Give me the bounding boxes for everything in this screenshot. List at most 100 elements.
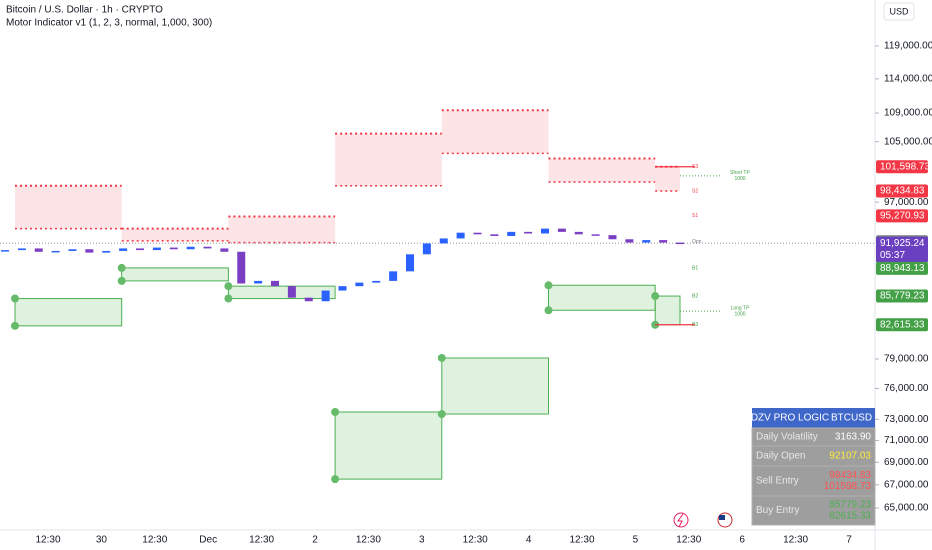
- candle: [372, 280, 381, 283]
- y-tick-label: 73,000.00: [884, 414, 929, 425]
- lightning-glyph: [677, 513, 684, 528]
- y-tick-label: 79,000.00: [884, 354, 929, 365]
- table-value: 82615.33: [829, 511, 871, 522]
- buy-level-dot: [11, 294, 19, 303]
- sell-zone: [548, 158, 656, 182]
- level-tag: S3: [692, 164, 698, 170]
- level-tag: B3: [692, 322, 698, 328]
- candle: [169, 247, 178, 250]
- x-tick-label: 3: [419, 535, 425, 546]
- candle: [203, 246, 212, 249]
- table-value: 3163.90: [835, 432, 872, 443]
- candle: [389, 271, 398, 281]
- price-label-bg: [876, 318, 928, 332]
- sell-zone: [335, 133, 442, 186]
- x-tick-label: 12:30: [356, 535, 381, 546]
- candle: [287, 286, 296, 298]
- price-label-bg: [876, 289, 928, 303]
- x-tick-label: 2: [312, 535, 318, 546]
- table-value: 85779.23: [829, 500, 871, 511]
- level-tag: B1: [692, 266, 698, 272]
- candle: [490, 234, 499, 236]
- y-tick-label: 119,000.00: [884, 41, 932, 52]
- currency-button[interactable]: [883, 2, 915, 21]
- candle: [152, 247, 161, 251]
- candle: [406, 254, 414, 272]
- price-label-bg: [876, 160, 928, 174]
- table-header: DZV PRO LOGIC: [751, 413, 829, 424]
- y-tick-label: 97,000.00: [884, 197, 929, 208]
- x-tick-label: 12:30: [463, 535, 488, 546]
- y-tick-label: 67,000.00: [884, 479, 929, 490]
- table-row-label: Buy Entry: [756, 505, 799, 516]
- chart-title: Bitcoin / U.S. Dollar · 1h · CRYPTO: [6, 5, 163, 16]
- buy-level-dot: [544, 306, 553, 315]
- buy-zone: [441, 357, 549, 415]
- buy-level-dot: [331, 475, 340, 484]
- y-tick-label: 76,000.00: [884, 383, 929, 394]
- price-label: 85,779.23: [880, 291, 925, 302]
- table-value: 101598.73: [824, 481, 872, 492]
- sell-zone: [441, 110, 549, 154]
- price-label: 101,598.73: [880, 161, 930, 172]
- table-row-bg: [751, 495, 876, 526]
- x-tick-label: 12:30: [35, 535, 60, 546]
- candle: [574, 231, 583, 235]
- table-row-label: Sell Entry: [756, 476, 799, 487]
- buy-level-dot: [224, 294, 233, 303]
- candle: [254, 280, 263, 284]
- candle: [51, 250, 60, 253]
- x-tick-label: 30: [96, 535, 108, 546]
- price-label: 82,615.33: [880, 319, 925, 330]
- sell-zone: [121, 228, 229, 241]
- buy-zone: [654, 295, 681, 326]
- y-tick-label: 69,000.00: [884, 457, 929, 468]
- tp-note: 1000: [734, 176, 745, 182]
- x-tick-label: 5: [633, 535, 639, 546]
- indicator-label: Motor Indicator v1 (1, 2, 3, normal, 1,0…: [6, 18, 212, 29]
- currency-label[interactable]: USD: [889, 6, 909, 16]
- buy-level-dot: [437, 353, 446, 362]
- candle: [642, 240, 651, 243]
- sell-zone: [15, 185, 122, 229]
- table-header: BTCUSD: [831, 413, 872, 424]
- x-tick-label: Dec: [199, 535, 217, 546]
- level-tag: B2: [692, 293, 698, 299]
- candle: [304, 297, 313, 302]
- plot-area: 119,000.00 114,000.00 109,000.00 105,000.00…: [0, 41, 932, 546]
- y-tick-label: 65,000.00: [884, 503, 929, 514]
- candle: [473, 232, 482, 235]
- level-tag: S1: [692, 213, 698, 219]
- table-row-label: Daily Volatility: [756, 432, 818, 443]
- candle: [68, 249, 77, 251]
- buy-zone: [121, 267, 229, 282]
- lightning-icon[interactable]: [673, 512, 689, 528]
- buy-level-dot: [331, 407, 340, 416]
- level-tag: Opn: [692, 239, 702, 245]
- buy-level-dot: [117, 263, 126, 272]
- price-label-bg: [876, 184, 928, 198]
- level-tag: S2: [692, 188, 698, 194]
- candle: [85, 249, 94, 253]
- price-label-bg: [876, 261, 928, 275]
- candle: [422, 243, 431, 255]
- candle: [119, 248, 128, 251]
- y-tick-label: 105,000.00: [884, 136, 932, 147]
- candle: [659, 240, 668, 243]
- x-tick-label: 12:30: [783, 535, 808, 546]
- table-header-bg: [752, 408, 875, 428]
- candle: [355, 282, 364, 287]
- buy-level-dot: [437, 410, 446, 419]
- flag-canton: [719, 515, 725, 520]
- price-label: 91,925.24: [880, 238, 925, 249]
- buy-level-dot: [117, 276, 126, 285]
- y-tick-label: 109,000.00: [884, 108, 932, 119]
- buy-zone: [548, 284, 656, 311]
- buy-level-dot: [544, 281, 553, 290]
- price-label: 88,943.13: [880, 263, 925, 274]
- table-value: 98434.83: [829, 470, 871, 481]
- price-label: 95,270.93: [880, 211, 925, 222]
- table-value: 92107.03: [829, 451, 871, 462]
- candle: [1, 250, 9, 252]
